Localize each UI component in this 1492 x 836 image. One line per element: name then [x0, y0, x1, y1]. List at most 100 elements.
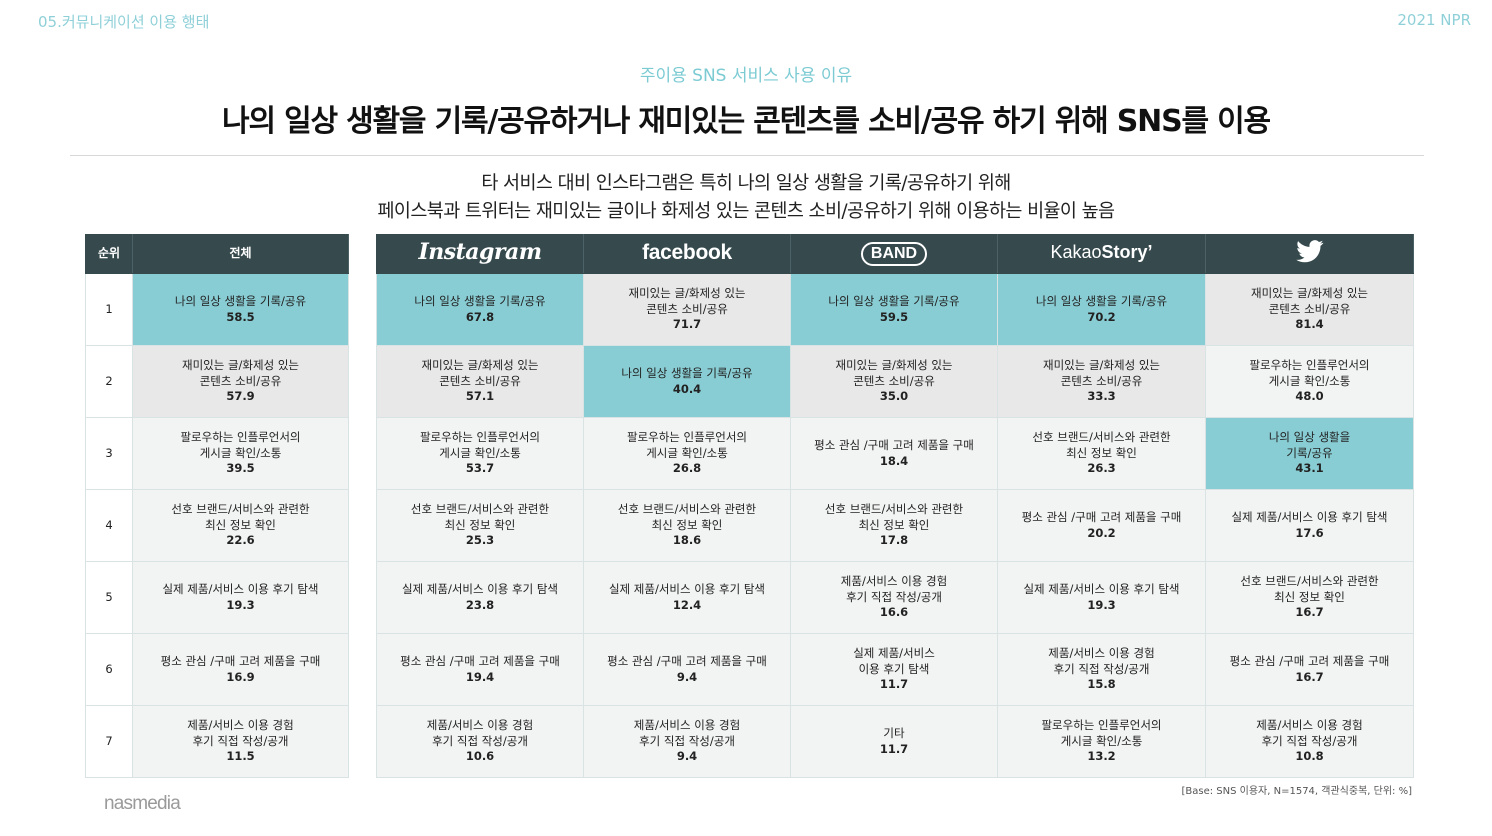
total-column-header: 전체	[132, 234, 349, 274]
cell-value: 23.8	[465, 597, 495, 612]
cell-value: 71.7	[672, 317, 702, 332]
cell-value: 58.5	[226, 309, 255, 324]
cell-value: 39.5	[226, 461, 255, 476]
cell-value: 25.3	[465, 533, 495, 548]
twitter-cell: 팔로우하는 인플루언서의 게시글 확인/소통 48.0	[1205, 345, 1414, 418]
total-cell: 나의 일상 생활을 기록/공유 58.5	[132, 273, 349, 346]
instagram-logo: Instagram	[418, 238, 542, 265]
facebook-cell: 제품/서비스 이용 경험 후기 직접 작성/공개 9.4	[583, 705, 791, 778]
facebook-column-header: facebook	[583, 234, 791, 274]
twitter-cell: 선호 브랜드/서비스와 관련한 최신 정보 확인 16.7	[1205, 561, 1414, 634]
table-row: 선호 브랜드/서비스와 관련한 최신 정보 확인 25.3 선호 브랜드/서비스와 …	[376, 489, 1414, 562]
band-cell: 평소 관심 /구매 고려 제품을 구매 18.4	[790, 417, 998, 490]
table-row: 6 평소 관심 /구매 고려 제품을 구매 16.9	[85, 633, 349, 706]
rank-cell: 1	[85, 273, 133, 346]
band-cell: 재미있는 글/화제성 있는 콘텐츠 소비/공유 35.0	[790, 345, 998, 418]
cell-value: 11.7	[879, 677, 909, 692]
kakaostory-logo-kakao: Kakao	[1050, 242, 1102, 263]
cell-value: 16.7	[1295, 605, 1324, 620]
cell-label: 선호 브랜드/서비스와 관련한 최신 정보 확인	[1240, 574, 1379, 604]
description-line-2: 페이스북과 트위터는 재미있는 글이나 화제성 있는 콘텐츠 소비/공유하기 위…	[377, 201, 1116, 222]
instagram-cell: 팔로우하는 인플루언서의 게시글 확인/소통 53.7	[376, 417, 584, 490]
cell-value: 15.8	[1087, 677, 1116, 692]
cell-label: 선호 브랜드/서비스와 관련한 최신 정보 확인	[824, 502, 964, 532]
table-row: 2 재미있는 글/화제성 있는 콘텐츠 소비/공유 57.9	[85, 345, 349, 418]
cell-label: 나의 일상 생활을 기록/공유	[621, 366, 753, 380]
cell-label: 재미있는 글/화제성 있는 콘텐츠 소비/공유	[835, 358, 953, 388]
cell-label: 팔로우하는 인플루언서의 게시글 확인/소통	[1249, 358, 1370, 388]
cell-label: 평소 관심 /구매 고려 제품을 구매	[400, 654, 560, 668]
cell-value: 13.2	[1087, 749, 1116, 764]
cell-value: 20.2	[1087, 525, 1116, 540]
overall-ranking-table: 순위 전체 1 나의 일상 생활을 기록/공유 58.5 2 재미있는 글/화제성 있는…	[85, 234, 349, 778]
instagram-cell: 나의 일상 생활을 기록/공유 67.8	[376, 273, 584, 346]
cell-label: 팔로우하는 인플루언서의 게시글 확인/소통	[419, 430, 541, 460]
cell-label: 제품/서비스 이용 경험 후기 직접 작성/공개	[1256, 718, 1363, 748]
facebook-cell: 팔로우하는 인플루언서의 게시글 확인/소통 26.8	[583, 417, 791, 490]
band-cell: 나의 일상 생활을 기록/공유 59.5	[790, 273, 998, 346]
instagram-cell: 제품/서비스 이용 경험 후기 직접 작성/공개 10.6	[376, 705, 584, 778]
report-year-label: 2021 NPR	[1397, 11, 1471, 29]
cell-value: 19.4	[465, 669, 495, 684]
instagram-cell: 평소 관심 /구매 고려 제품을 구매 19.4	[376, 633, 584, 706]
cell-label: 선호 브랜드/서비스와 관련한 최신 정보 확인	[171, 502, 310, 532]
cell-value: 17.6	[1295, 525, 1324, 540]
instagram-cell: 실제 제품/서비스 이용 후기 탐색 23.8	[376, 561, 584, 634]
section-label: 05.커뮤니케이션 이용 행태	[38, 13, 210, 31]
cell-label: 재미있는 글/화제성 있는 콘텐츠 소비/공유	[1251, 286, 1368, 316]
cell-value: 81.4	[1295, 317, 1324, 332]
cell-label: 기타	[883, 726, 905, 740]
table-row: 4 선호 브랜드/서비스와 관련한 최신 정보 확인 22.6	[85, 489, 349, 562]
cell-value: 9.4	[676, 669, 698, 684]
instagram-cell: 재미있는 글/화제성 있는 콘텐츠 소비/공유 57.1	[376, 345, 584, 418]
cell-value: 48.0	[1295, 389, 1324, 404]
facebook-logo: facebook	[642, 240, 732, 264]
cell-value: 33.3	[1087, 389, 1116, 404]
cell-value: 11.7	[879, 741, 909, 756]
table-row: 실제 제품/서비스 이용 후기 탐색 23.8 실제 제품/서비스 이용 후기 탐색…	[376, 561, 1414, 634]
slide-subtitle: 주이용 SNS 서비스 사용 이유	[639, 66, 853, 86]
base-note: [Base: SNS 이용자, N=1574, 객관식중복, 단위: %]	[1181, 786, 1413, 797]
band-logo: BAND	[860, 242, 928, 266]
cell-label: 팔로우하는 인플루언서의 게시글 확인/소통	[626, 430, 748, 460]
facebook-cell: 실제 제품/서비스 이용 후기 탐색 12.4	[583, 561, 791, 634]
rank-cell: 7	[85, 705, 133, 778]
cell-label: 나의 일상 생활을 기록/공유	[414, 294, 546, 308]
cell-label: 나의 일상 생활을 기록/공유	[828, 294, 960, 308]
cell-value: 19.3	[1087, 597, 1116, 612]
facebook-cell: 평소 관심 /구매 고려 제품을 구매 9.4	[583, 633, 791, 706]
service-ranking-table: Instagram facebook BAND KakaoStory’ 나의 일…	[376, 234, 1414, 778]
cell-label: 평소 관심 /구매 고려 제품을 구매	[607, 654, 767, 668]
description: 타 서비스 대비 인스타그램은 특히 나의 일상 생활을 기록/공유하기 위해 …	[0, 170, 1492, 226]
cell-label: 선호 브랜드/서비스와 관련한 최신 정보 확인	[1032, 430, 1171, 460]
band-cell: 제품/서비스 이용 경험 후기 직접 작성/공개 16.6	[790, 561, 998, 634]
cell-label: 실제 제품/서비스 이용 후기 탐색	[162, 582, 319, 596]
cell-value: 57.1	[465, 389, 495, 404]
cell-value: 26.3	[1087, 461, 1116, 476]
brand-logo: nasmedia	[104, 793, 181, 814]
cell-label: 평소 관심 /구매 고려 제품을 구매	[160, 654, 321, 668]
table-header-row: 순위 전체	[85, 234, 349, 274]
service-ranking-body: 나의 일상 생활을 기록/공유 67.8 재미있는 글/화제성 있는 콘텐츠 소비/…	[376, 273, 1414, 778]
cell-label: 평소 관심 /구매 고려 제품을 구매	[814, 438, 974, 452]
cell-value: 67.8	[465, 309, 495, 324]
instagram-cell: 선호 브랜드/서비스와 관련한 최신 정보 확인 25.3	[376, 489, 584, 562]
twitter-cell: 나의 일상 생활을 기록/공유 43.1	[1205, 417, 1414, 490]
cell-label: 제품/서비스 이용 경험 후기 직접 작성/공개	[633, 718, 741, 748]
cell-label: 평소 관심 /구매 고려 제품을 구매	[1021, 510, 1182, 524]
cell-label: 제품/서비스 이용 경험 후기 직접 작성/공개	[1048, 646, 1155, 676]
cell-value: 10.6	[465, 749, 495, 764]
cell-value: 12.4	[672, 597, 702, 612]
cell-label: 실제 제품/서비스 이용 후기 탐색	[401, 582, 559, 596]
cell-value: 9.4	[676, 749, 698, 764]
cell-value: 10.8	[1295, 749, 1324, 764]
total-cell: 팔로우하는 인플루언서의 게시글 확인/소통 39.5	[132, 417, 349, 490]
twitter-cell: 재미있는 글/화제성 있는 콘텐츠 소비/공유 81.4	[1205, 273, 1414, 346]
slide-headline: 나의 일상 생활을 기록/공유하거나 재미있는 콘텐츠를 소비/공유 하기 위해…	[222, 104, 1271, 139]
overall-ranking-body: 1 나의 일상 생활을 기록/공유 58.5 2 재미있는 글/화제성 있는 콘텐츠 소…	[85, 273, 349, 778]
service-header-row: Instagram facebook BAND KakaoStory’	[376, 234, 1414, 274]
cell-label: 선호 브랜드/서비스와 관련한 최신 정보 확인	[410, 502, 550, 532]
kakaostory-cell: 평소 관심 /구매 고려 제품을 구매 20.2	[997, 489, 1206, 562]
cell-label: 제품/서비스 이용 경험 후기 직접 작성/공개	[426, 718, 534, 748]
twitter-cell: 실제 제품/서비스 이용 후기 탐색 17.6	[1205, 489, 1414, 562]
